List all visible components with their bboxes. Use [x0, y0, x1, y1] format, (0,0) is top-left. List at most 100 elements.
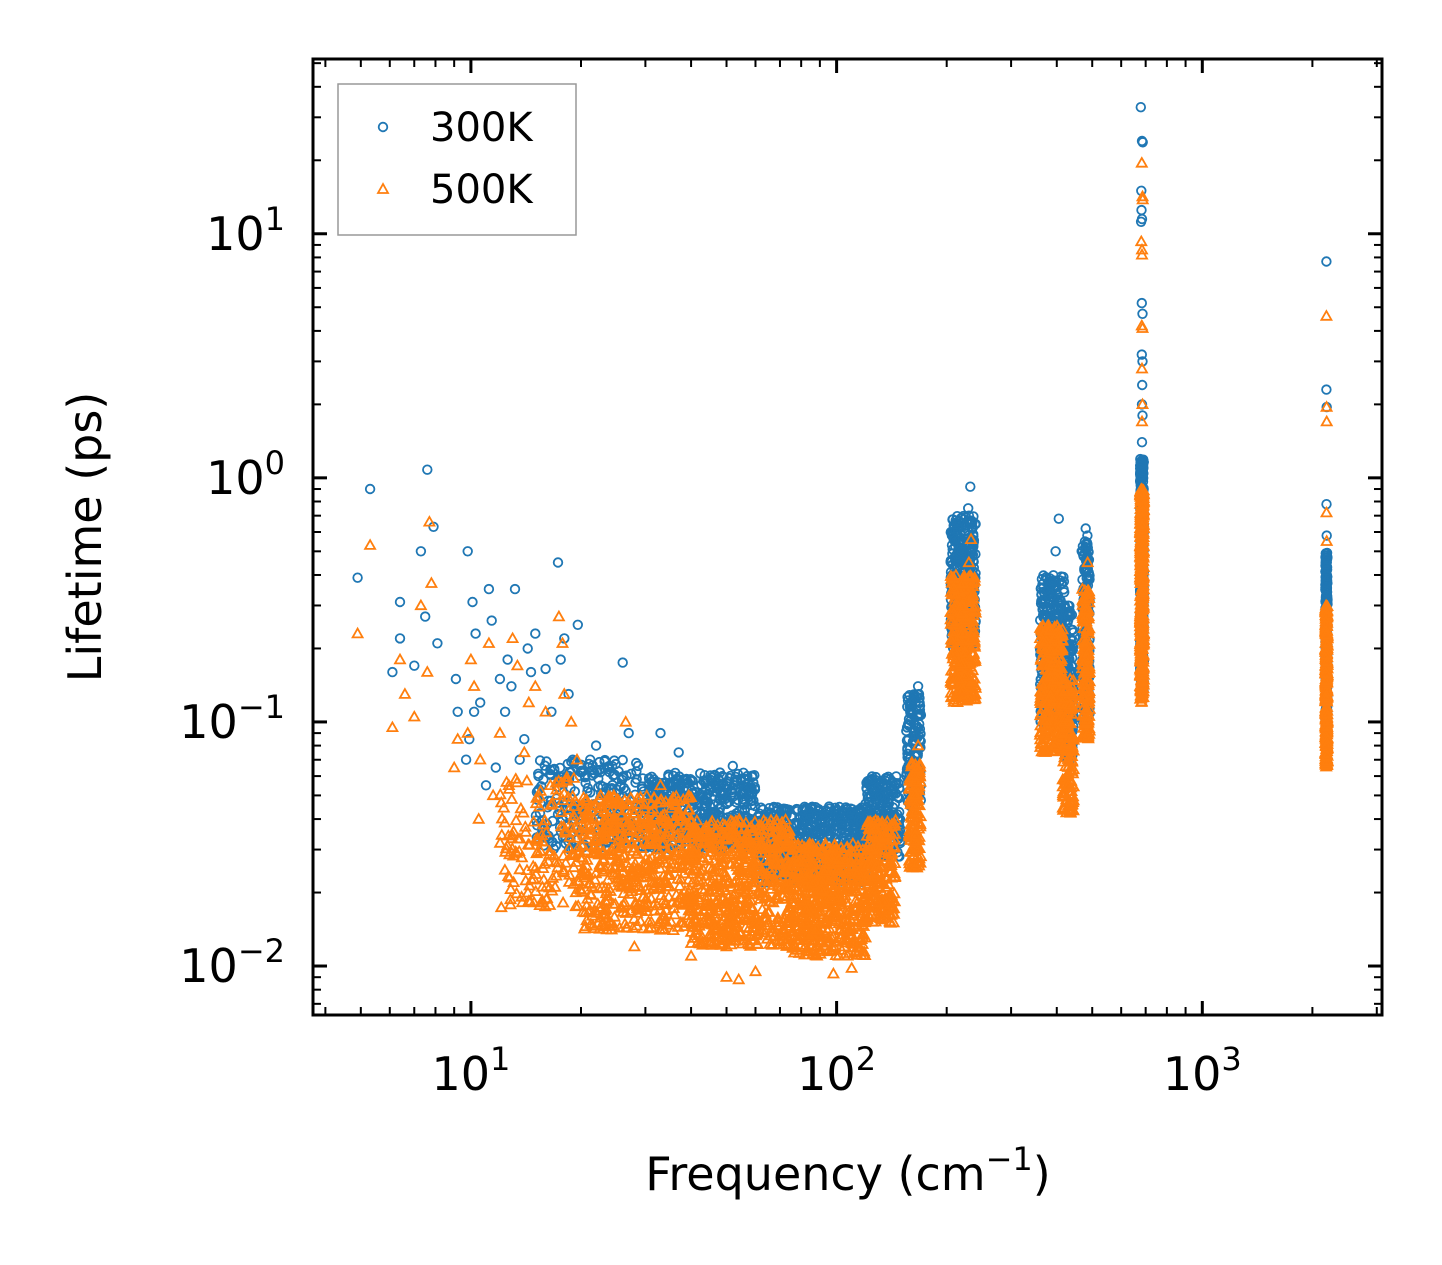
data-point: [813, 804, 824, 815]
data-point: [595, 880, 609, 893]
data-point: [575, 839, 589, 851]
data-point: [509, 813, 523, 826]
data-point: [914, 718, 925, 730]
data-point: [539, 825, 553, 838]
data-point: [566, 756, 577, 768]
data-point: [1137, 308, 1148, 320]
data-point: [554, 805, 568, 817]
data-point: [951, 518, 962, 530]
data-point: [915, 728, 926, 740]
data-point: [432, 638, 443, 649]
data-point: [533, 770, 544, 782]
data-point: [714, 767, 726, 778]
data-point: [749, 782, 761, 793]
data-point: [913, 688, 925, 700]
data-point: [623, 812, 637, 824]
data-point: [527, 815, 541, 827]
data-point: [577, 802, 591, 815]
data-point: [541, 854, 555, 867]
data-point: [537, 872, 551, 885]
data-point: [727, 783, 739, 794]
data-point: [625, 823, 639, 836]
data-point: [519, 734, 530, 745]
data-point: [742, 770, 753, 782]
data-point: [490, 762, 502, 773]
data-point: [1037, 595, 1048, 606]
data-point: [699, 812, 710, 824]
data-point: [497, 801, 511, 813]
data-point: [963, 503, 974, 514]
data-point: [546, 836, 558, 848]
data-point: [538, 813, 552, 826]
data-point: [1136, 135, 1148, 147]
data-point: [1321, 553, 1333, 565]
data-point: [546, 871, 560, 883]
data-point: [540, 879, 554, 891]
data-point: [631, 757, 642, 769]
data-point: [617, 898, 631, 910]
data-point: [582, 782, 594, 794]
data-point: [729, 784, 741, 796]
data-point: [409, 660, 420, 671]
data-point: [506, 681, 517, 692]
data-point: [530, 628, 541, 639]
data-point: [525, 666, 537, 678]
data-point: [1320, 577, 1332, 588]
data-point: [1321, 570, 1333, 582]
data-point: [945, 555, 957, 566]
data-point: [908, 689, 920, 700]
data-point: [1321, 256, 1332, 267]
data-point: [701, 792, 712, 804]
data-point: [628, 830, 642, 842]
data-point: [873, 805, 884, 817]
data-point: [513, 831, 527, 844]
data-point: [541, 756, 552, 767]
data-point: [618, 771, 629, 782]
data-point: [567, 771, 581, 783]
data-point: [559, 826, 573, 838]
data-point: [545, 795, 557, 807]
data-point: [664, 781, 676, 792]
data-point: [617, 849, 631, 861]
data-point: [480, 780, 492, 791]
data-point: [572, 840, 586, 853]
data-point: [422, 464, 433, 475]
data-point: [1058, 576, 1070, 587]
data-point: [950, 525, 961, 536]
data-point: [963, 526, 974, 537]
data-point: [450, 673, 462, 685]
data-point: [415, 546, 427, 557]
data-point: [533, 844, 548, 856]
data-point: [522, 894, 536, 906]
data-point: [533, 789, 547, 802]
data-point: [468, 706, 480, 718]
data-point: [513, 862, 527, 875]
data-point: [594, 788, 608, 801]
data-point: [594, 764, 605, 776]
data-point: [352, 572, 363, 583]
data-point: [560, 770, 574, 782]
data-point: [475, 697, 486, 708]
data-point: [1082, 530, 1093, 541]
data-point: [1136, 437, 1148, 448]
data-point: [557, 863, 571, 875]
data-point: [1084, 574, 1095, 585]
data-point: [519, 825, 533, 837]
data-point: [662, 890, 676, 902]
data-point: [620, 818, 634, 831]
data-point: [1036, 589, 1047, 600]
data-point: [1080, 523, 1091, 534]
data-point: [845, 814, 856, 825]
data-point: [503, 892, 518, 905]
data-point: [464, 734, 475, 745]
data-point: [555, 654, 566, 665]
data-point: [1048, 575, 1059, 586]
data-point: [567, 877, 581, 889]
data-point: [954, 516, 965, 527]
data-point: [577, 921, 591, 934]
data-point: [523, 878, 537, 891]
data-point: [883, 798, 895, 810]
data-point: [901, 735, 913, 747]
data-point: [580, 853, 594, 865]
data-point: [515, 890, 529, 902]
